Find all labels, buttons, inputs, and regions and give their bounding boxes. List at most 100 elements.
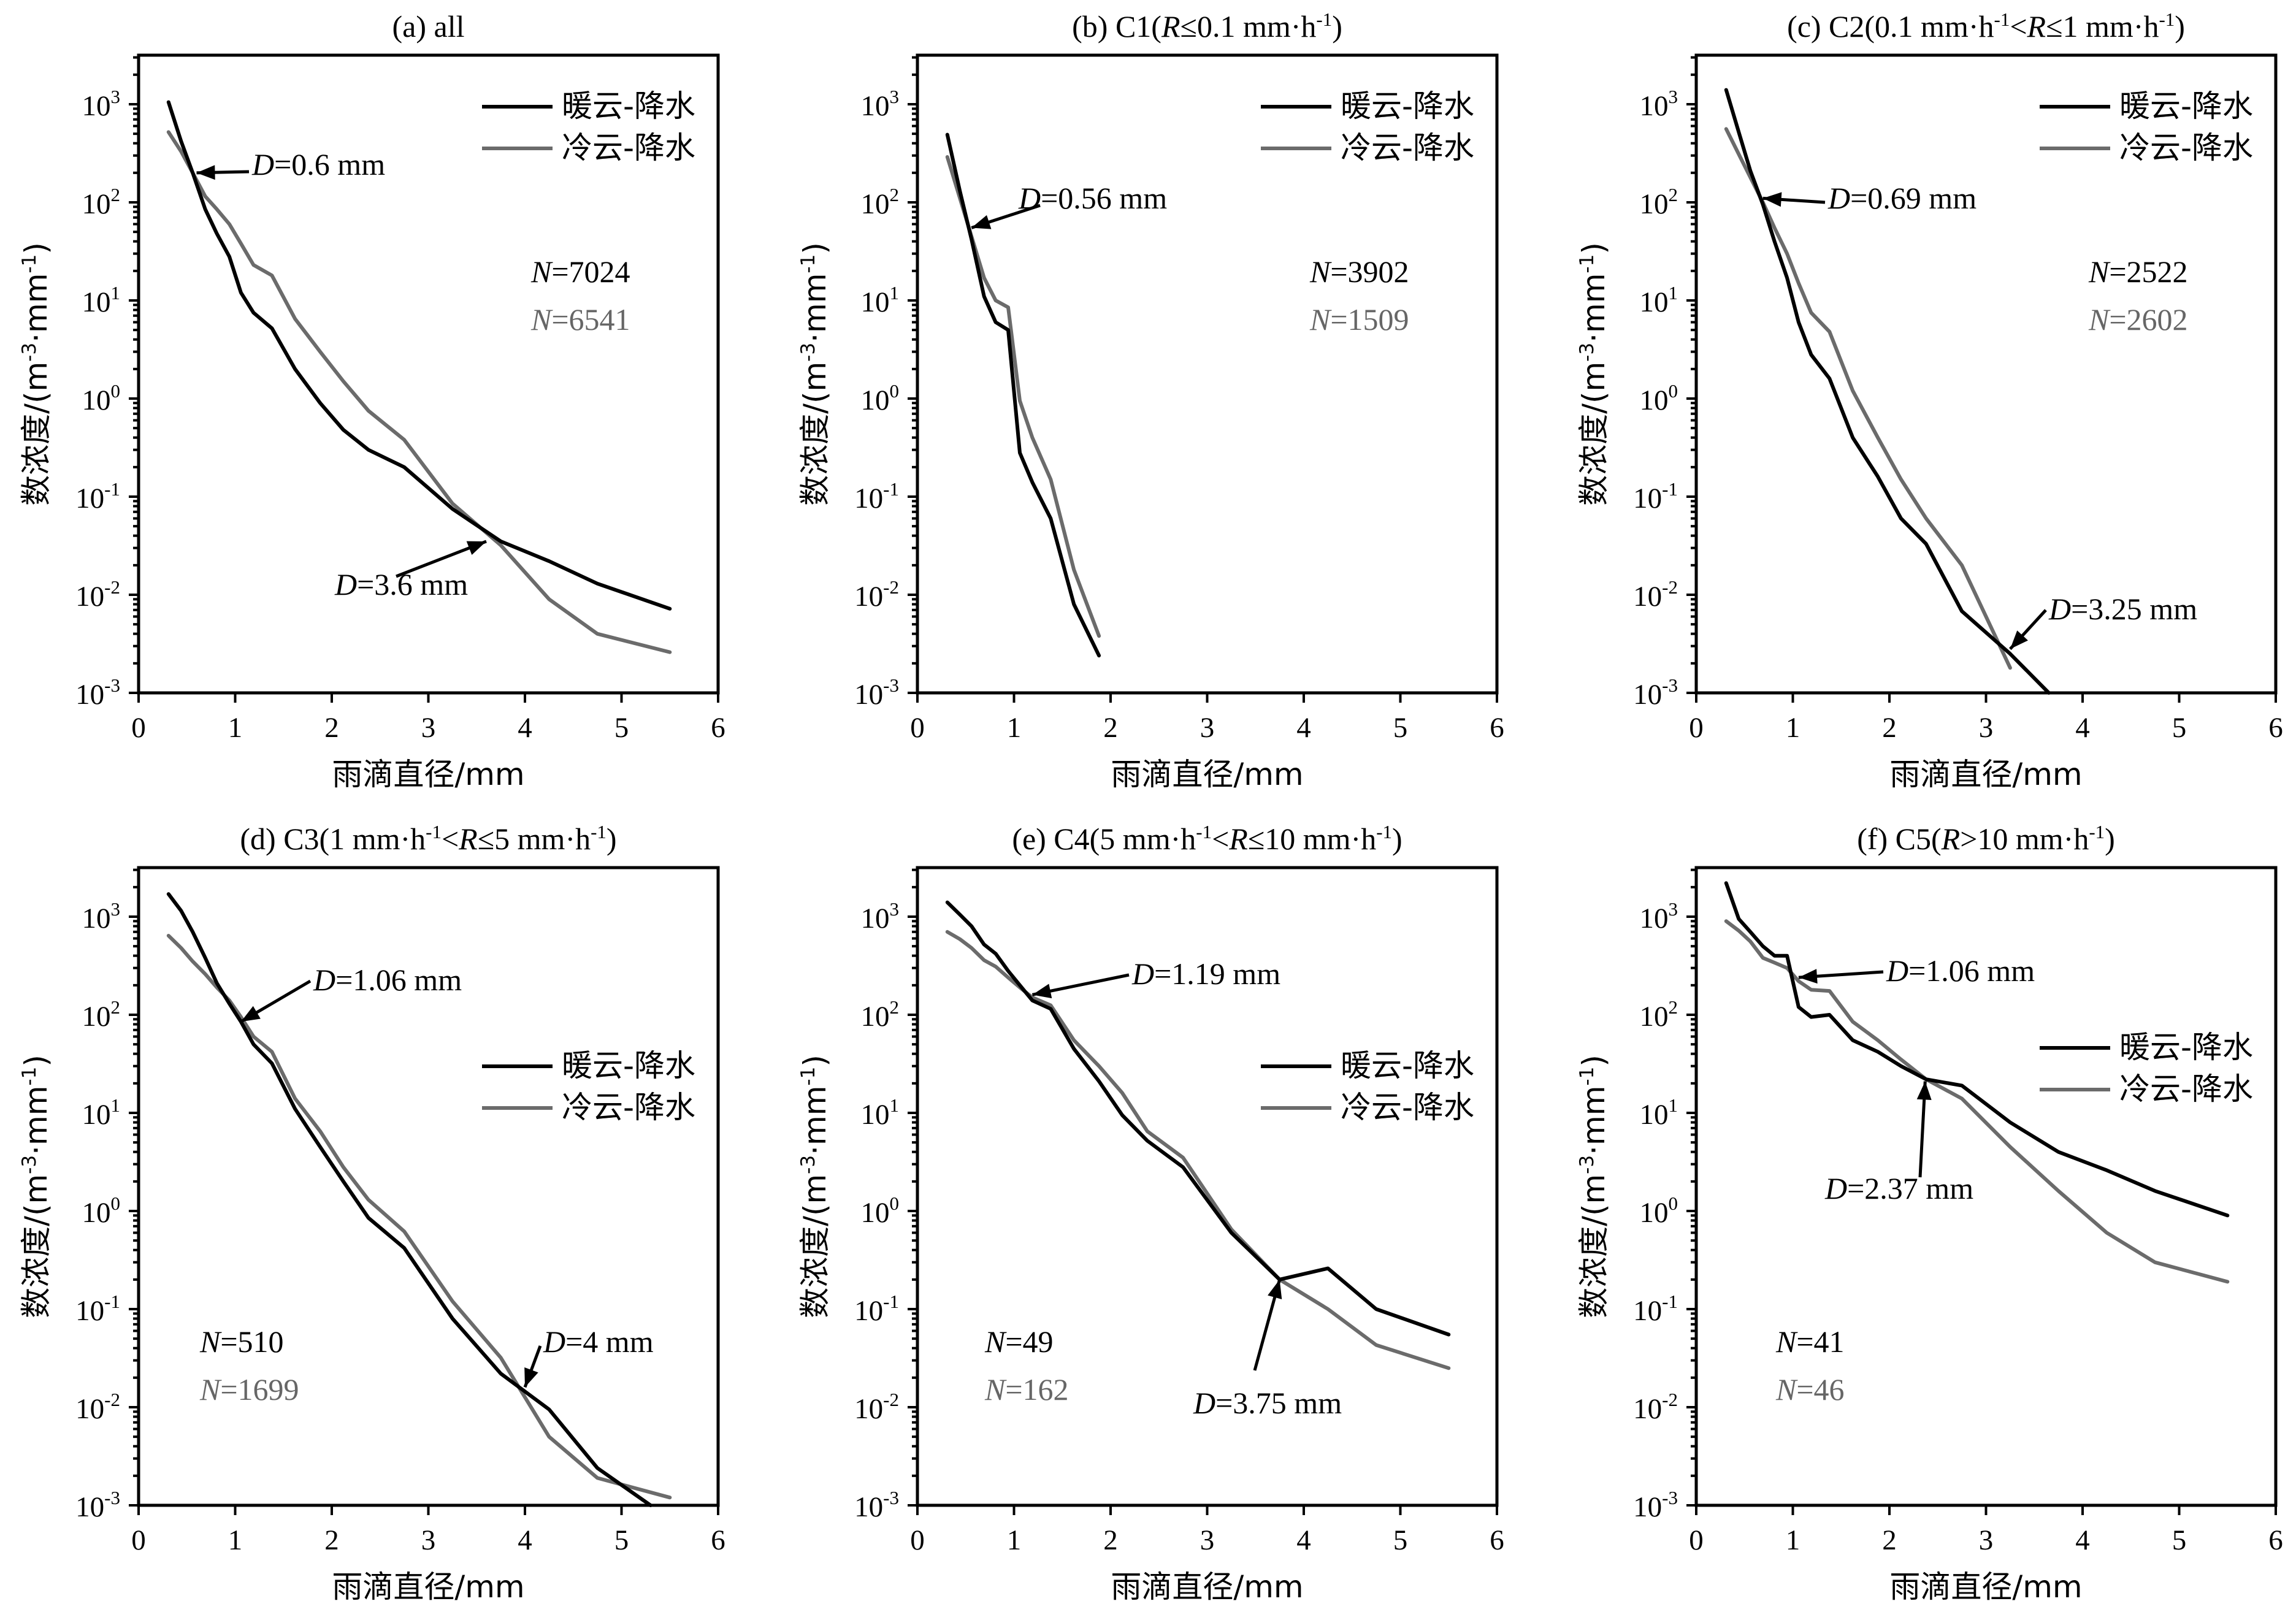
x-axis-label: 雨滴直径/mm [332, 1569, 524, 1605]
y-tick-label: 102 [861, 184, 900, 220]
x-tick-label: 6 [1490, 712, 1504, 744]
count-warm: N=41 [1775, 1324, 1845, 1359]
y-tick-label: 10-3 [1633, 1487, 1678, 1523]
x-axis-label: 雨滴直径/mm [1889, 757, 2082, 792]
y-tick-label: 103 [861, 86, 900, 122]
x-tick-label: 0 [131, 1524, 146, 1556]
legend-label: 冷云-降水 [1341, 130, 1474, 166]
x-tick-label: 1 [228, 712, 243, 744]
x-tick-label: 1 [1786, 712, 1800, 744]
legend-label: 暖云-降水 [562, 88, 695, 124]
y-tick-label: 103 [1640, 898, 1678, 934]
annotation-label: D=0.69 mm [1827, 181, 1976, 215]
annotation-arrowhead [524, 1367, 538, 1388]
count-cold: N=46 [1775, 1372, 1845, 1407]
y-tick-label: 10-1 [854, 1291, 899, 1327]
annotation-label: D=3.6 mm [334, 567, 468, 602]
x-tick-label: 5 [614, 712, 629, 744]
legend-label: 冷云-降水 [562, 130, 695, 166]
annotation-arrowhead [1762, 192, 1782, 207]
x-tick-label: 4 [2075, 712, 2090, 744]
count-warm: N=3902 [1309, 254, 1409, 289]
x-tick-label: 2 [1882, 712, 1897, 744]
x-tick-label: 4 [518, 1524, 532, 1556]
panel-title: (b) C1(R≤0.1 mm·h-1) [1072, 9, 1342, 44]
annotation-label: D=3.25 mm [2048, 592, 2197, 626]
y-axis-label: 数浓度/(m-3·mm-1) [797, 1055, 833, 1318]
x-tick-label: 1 [1786, 1524, 1800, 1556]
y-tick-label: 101 [861, 1094, 900, 1131]
y-tick-label: 100 [1640, 1193, 1678, 1229]
annotation-arrowhead [1268, 1279, 1282, 1299]
chart-panel-d: (d) C3(1 mm·h-1<R≤5 mm·h-1) 0 1 2 3 4 5 6 10-3 10… [18, 821, 725, 1605]
x-axis-label: 雨滴直径/mm [1111, 757, 1303, 792]
y-tick-label: 10-2 [1633, 1389, 1678, 1425]
y-tick-label: 10-3 [75, 1487, 120, 1523]
annotation-arrowhead [1032, 984, 1052, 999]
y-tick-label: 10-2 [75, 1389, 120, 1425]
y-tick-label: 10-1 [1633, 478, 1678, 514]
x-tick-label: 4 [1296, 712, 1311, 744]
count-cold: N=6541 [530, 302, 630, 337]
y-tick-label: 100 [861, 1193, 900, 1229]
count-warm: N=510 [199, 1324, 284, 1359]
x-tick-label: 2 [324, 1524, 339, 1556]
x-tick-label: 6 [2268, 712, 2283, 744]
series-line-cold [1724, 919, 2230, 1284]
x-tick-label: 5 [1393, 1524, 1408, 1556]
x-tick-label: 1 [228, 1524, 243, 1556]
annotation-arrowhead [466, 541, 486, 555]
legend-label: 暖云-降水 [2119, 1029, 2253, 1065]
x-tick-label: 4 [1296, 1524, 1311, 1556]
panel-title: (f) C5(R>10 mm·h-1) [1857, 821, 2115, 856]
x-axis-label: 雨滴直径/mm [332, 757, 524, 792]
y-axis-label: 数浓度/(m-3·mm-1) [1576, 242, 1612, 506]
y-tick-label: 103 [1640, 86, 1678, 122]
y-tick-label: 103 [82, 86, 121, 122]
annotation-label: D=1.06 mm [313, 963, 462, 997]
y-tick-label: 102 [1640, 184, 1678, 220]
chart-panel-c: (c) C2(0.1 mm·h-1<R≤1 mm·h-1) 0 1 2 3 4 5 6 10-3… [1576, 9, 2283, 792]
y-tick-label: 100 [861, 380, 900, 416]
x-tick-label: 0 [1689, 712, 1704, 744]
legend-label: 暖云-降水 [2119, 88, 2253, 124]
y-tick-label: 101 [861, 282, 900, 318]
legend-label: 冷云-降水 [2119, 130, 2253, 166]
count-cold: N=1699 [199, 1372, 299, 1407]
x-tick-label: 6 [711, 1524, 725, 1556]
series-line-warm [945, 900, 1451, 1337]
x-tick-label: 4 [2075, 1524, 2090, 1556]
y-tick-label: 10-2 [1633, 576, 1678, 613]
y-tick-label: 10-3 [854, 674, 899, 711]
x-tick-label: 6 [711, 712, 725, 744]
y-tick-label: 100 [82, 380, 121, 416]
x-tick-label: 1 [1007, 1524, 1022, 1556]
x-tick-label: 6 [1490, 1524, 1504, 1556]
x-tick-label: 5 [1393, 712, 1408, 744]
y-tick-label: 101 [82, 1094, 121, 1131]
y-tick-label: 101 [82, 282, 121, 318]
x-tick-label: 0 [910, 1524, 925, 1556]
series-line-cold [166, 130, 672, 654]
annotation-arrowhead [1916, 1081, 1932, 1101]
y-axis-label: 数浓度/(m-3·mm-1) [1576, 1055, 1612, 1318]
annotation-label: D=2.37 mm [1824, 1171, 1973, 1205]
y-tick-label: 103 [861, 898, 900, 934]
y-tick-label: 102 [1640, 996, 1678, 1033]
y-tick-label: 10-1 [854, 478, 899, 514]
x-tick-label: 2 [1103, 712, 1118, 744]
panel-title: (e) C4(5 mm·h-1<R≤10 mm·h-1) [1012, 821, 1402, 856]
annotation-label: D=4 mm [543, 1324, 654, 1359]
annotation-label: D=3.75 mm [1193, 1386, 1342, 1420]
series-line-warm [945, 132, 1101, 658]
count-warm: N=49 [984, 1324, 1054, 1359]
x-tick-label: 2 [1103, 1524, 1118, 1556]
annotation-label: D=1.19 mm [1131, 957, 1280, 991]
annotation-label: D=1.06 mm [1886, 953, 2035, 988]
annotation-arrowhead [1798, 969, 1818, 984]
annotation-arrowhead [971, 215, 992, 229]
